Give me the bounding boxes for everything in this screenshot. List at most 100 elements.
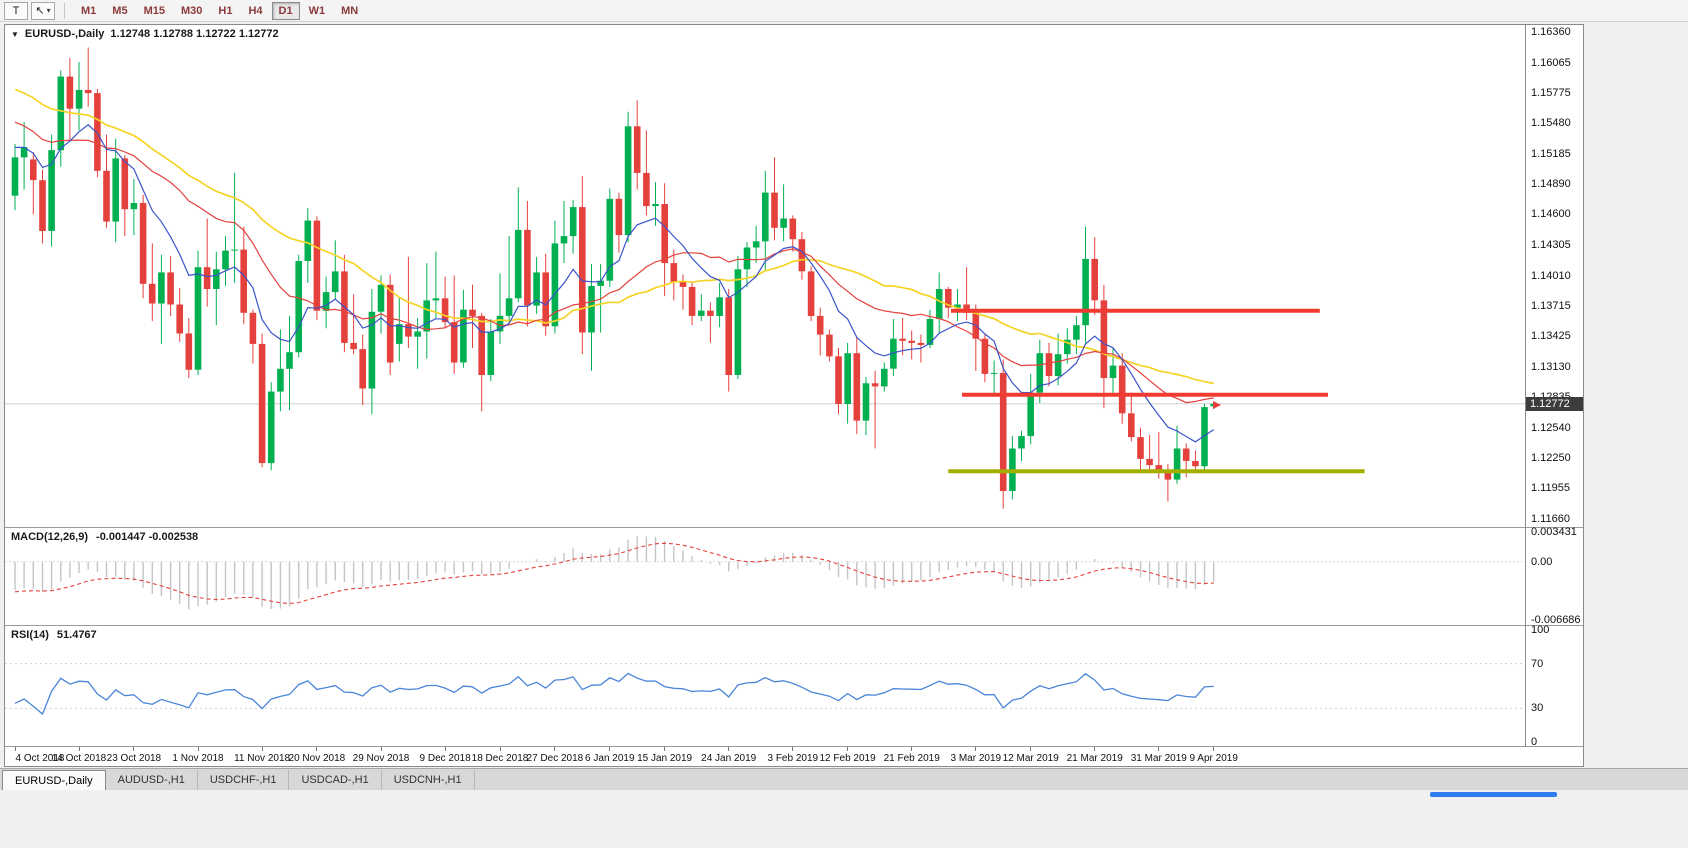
date-axis-label: 3 Feb 2019 [767,753,819,764]
date-tick-mark [78,747,80,751]
date-tick-mark [261,747,263,751]
price-scale-label: 1.16065 [1531,56,1571,69]
chart-tab-AUDUSD-H1[interactable]: AUDUSD-,H1 [106,770,198,790]
price-scale-label: 1.15775 [1531,86,1571,99]
date-axis-label: 4 Oct 2018 [15,753,65,764]
current-price-badge: 1.12772 [1526,396,1583,411]
price-axis-line[interactable] [1525,25,1526,747]
rsi-scale-label: 70 [1531,657,1544,670]
date-tick-mark [609,747,611,751]
price-scale-label: 1.16360 [1531,26,1571,38]
price-scale-label: 1.15185 [1531,147,1571,160]
cursor-icon: ↖ [35,5,45,17]
timeframe-button-H1[interactable]: H1 [218,4,233,17]
date-axis-label: 9 Dec 2018 [419,753,471,764]
date-axis-label: 14 Oct 2018 [51,753,107,764]
price-scale-label: 1.14600 [1531,208,1571,221]
pane-separator[interactable] [5,527,1583,528]
timeframe-button-MN[interactable]: MN [341,4,359,17]
date-axis-label: 6 Jan 2019 [585,753,635,764]
date-axis-label: 29 Nov 2018 [352,753,410,764]
date-tick-mark [316,747,318,751]
date-tick-mark [1213,747,1215,751]
chart-tab-EURUSD-Daily[interactable]: EURUSD-,Daily [2,770,106,790]
date-tick-mark [847,747,849,751]
price-scale-label: 1.12250 [1531,451,1571,464]
chart-tab-USDCAD-H1[interactable]: USDCAD-,H1 [289,770,382,790]
date-tick-mark [1094,747,1096,751]
chart-tabs-bar: EURUSD-,Daily AUDUSD-,H1 USDCHF-,H1 USDCAD-… [0,768,1688,790]
text-tool-icon: T [12,4,20,17]
macd-name: MACD(12,26,9) [11,531,89,543]
timeframe-button-M5[interactable]: M5 [112,4,128,17]
pane-separator [5,746,1583,747]
date-axis-label: 21 Feb 2019 [883,753,940,764]
legend-ohlc: 1.12748 1.12788 1.12722 1.12772 [110,28,279,40]
date-axis-label: 9 Apr 2019 [1189,753,1238,764]
timeframe-button-M30[interactable]: M30 [180,4,203,17]
rsi-value: 51.4767 [56,629,97,641]
timeframe-button-M1[interactable]: M1 [81,4,97,17]
price-scale-label: 1.15480 [1531,117,1571,130]
price-scale-label: 1.11660 [1531,513,1570,525]
macd-scale-label: 0.003431 [1531,526,1577,538]
date-tick-mark [728,747,730,751]
macd-pane[interactable] [5,528,1583,624]
cursor-tool-button[interactable]: ↖ ▾ [31,1,55,20]
date-tick-mark [380,747,382,751]
chart-legend: ▼ EURUSD-,Daily 1.12748 1.12788 1.12722 … [11,28,279,40]
price-scale-label: 1.14305 [1531,238,1571,251]
rsi-name: RSI(14) [11,629,49,641]
pane-separator[interactable] [5,625,1583,626]
date-tick-mark [554,747,556,751]
chevron-down-icon: ▾ [46,6,51,15]
date-tick-mark [1158,747,1160,751]
date-tick-mark [444,747,446,751]
rsi-scale-label: 100 [1531,624,1550,636]
horizontal-scrollbar-thumb[interactable] [1430,792,1557,797]
rsi-scale-label: 30 [1531,702,1544,715]
date-axis-label: 21 Mar 2019 [1066,753,1123,764]
price-scale-label: 1.13715 [1531,300,1571,313]
date-axis-label: 24 Jan 2019 [701,753,757,764]
date-tick-mark [499,747,501,751]
timeframe-button-H4[interactable]: H4 [248,4,263,17]
date-axis-label: 27 Dec 2018 [526,753,584,764]
chart-tab-USDCHF-H1[interactable]: USDCHF-,H1 [198,770,290,790]
date-axis-label: 12 Mar 2019 [1002,753,1059,764]
rsi-label: RSI(14) 51.4767 [11,629,97,641]
chart-window: ▼ EURUSD-,Daily 1.12748 1.12788 1.12722 … [4,24,1584,767]
date-axis-label: 15 Jan 2019 [637,753,693,764]
price-scale-label: 1.13130 [1531,360,1571,373]
timeframe-button-D1[interactable]: D1 [271,1,300,20]
date-tick-mark [792,747,794,751]
date-axis-label: 1 Nov 2018 [172,753,224,764]
price-pane[interactable] [5,25,1583,526]
timeframe-button-M15[interactable]: M15 [143,4,165,17]
date-tick-mark [197,747,199,751]
date-axis-label: 31 Mar 2019 [1130,753,1187,764]
price-scale-label: 1.12540 [1531,421,1571,434]
date-axis-label: 3 Mar 2019 [950,753,1002,764]
macd-label: MACD(12,26,9) -0.001447 -0.002538 [11,531,198,543]
date-tick-mark [133,747,135,751]
chart-dropdown-icon[interactable]: ▼ [11,29,19,39]
date-axis-label: 12 Feb 2019 [819,753,876,764]
timeframe-button-W1[interactable]: W1 [308,4,326,17]
text-tool-button[interactable]: T [4,1,28,20]
timeframe-buttons: M1 M5 M15 M30 H1 H4 D1 W1 MN [74,1,365,20]
macd-scale-label: 0.00 [1531,555,1553,568]
price-scale-label: 1.14010 [1531,269,1571,282]
chart-tab-USDCNH-H1[interactable]: USDCNH-,H1 [382,770,475,790]
rsi-scale-label: 0 [1531,736,1538,748]
toolbar: T ↖ ▾ M1 M5 M15 M30 H1 H4 D1 W1 MN [0,0,1688,22]
rsi-pane[interactable] [5,626,1583,746]
date-axis-label: 23 Oct 2018 [106,753,162,764]
legend-symbol: EURUSD-,Daily [24,28,105,40]
date-axis-label: 11 Nov 2018 [234,753,291,764]
date-axis-label: 20 Nov 2018 [288,753,346,764]
price-scale-label: 1.11955 [1531,482,1570,495]
price-scale-label: 1.13425 [1531,330,1571,343]
date-tick-mark [911,747,913,751]
macd-scale-label: -0.006686 [1531,614,1581,626]
